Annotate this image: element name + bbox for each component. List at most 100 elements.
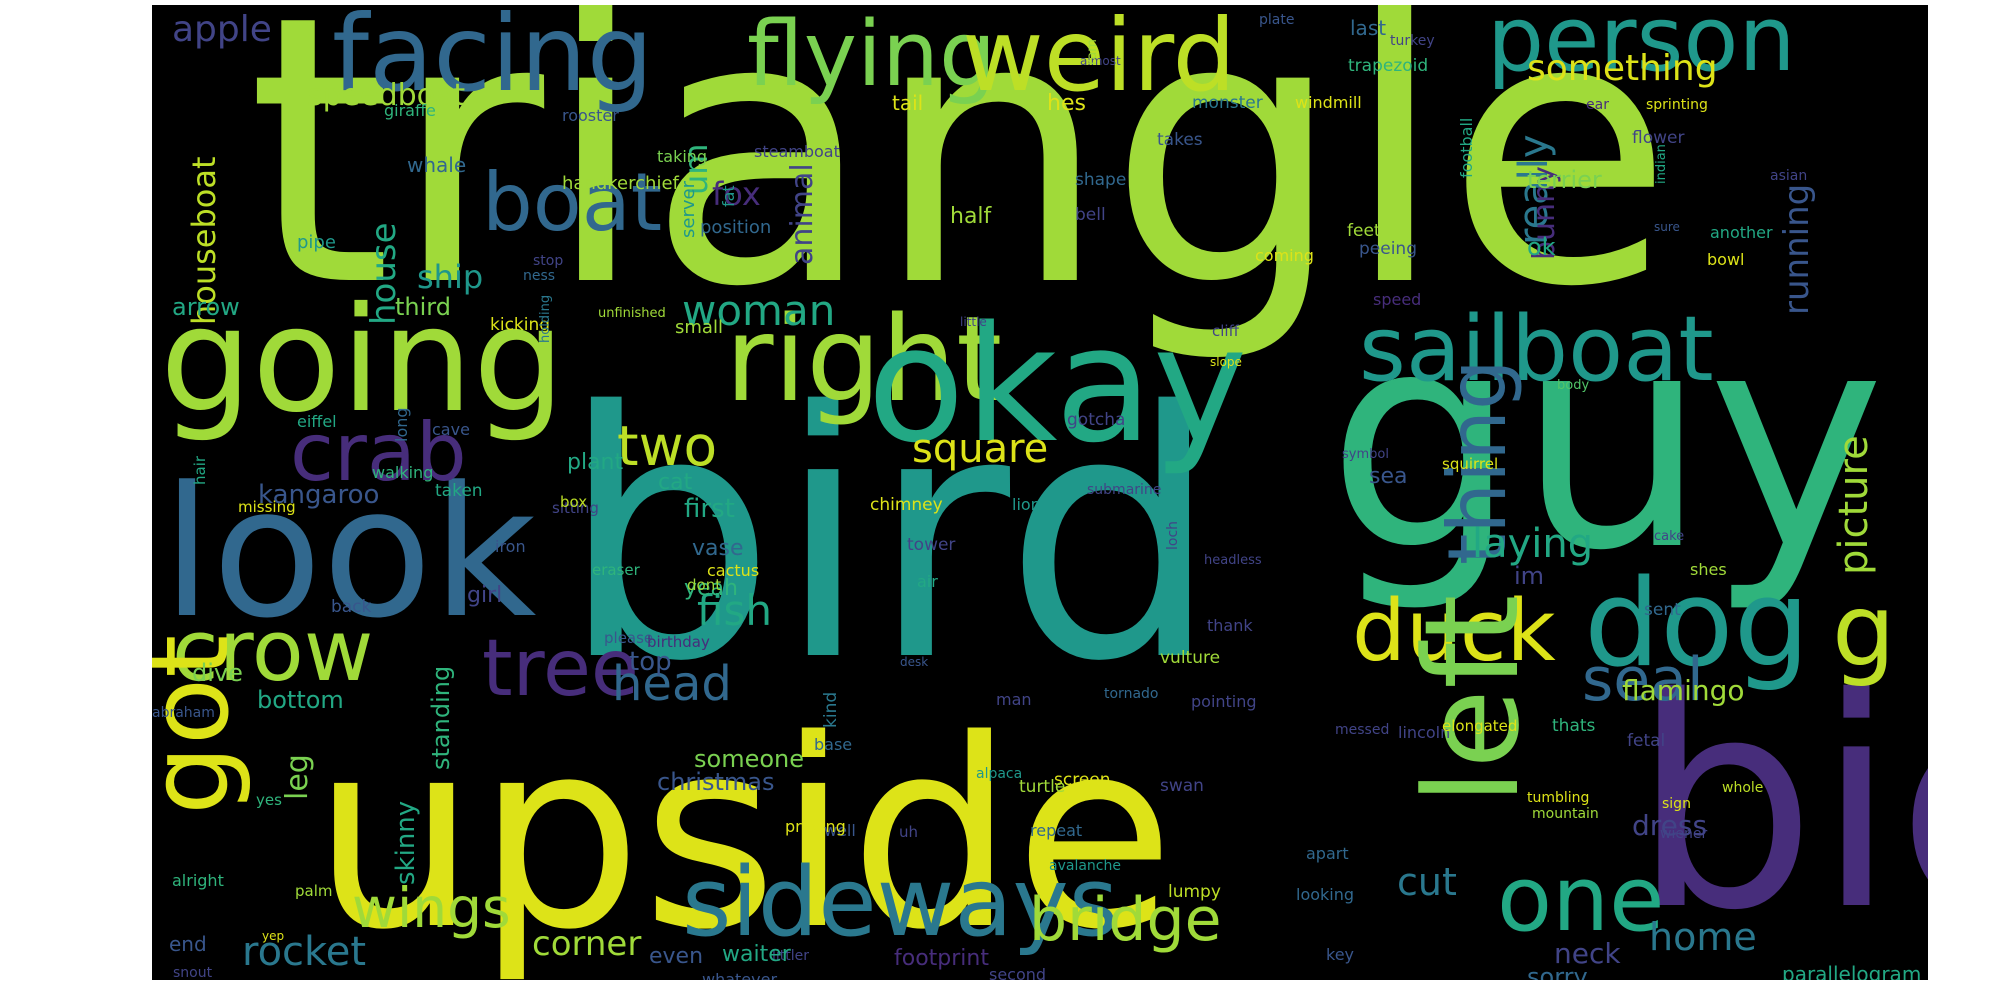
word-know: know — [1397, 979, 1439, 980]
word-trapezoid: trapezoid — [1348, 56, 1428, 76]
word-sideways: sideways — [682, 848, 1118, 958]
word-second: second — [989, 965, 1046, 980]
word-hair: hair — [191, 455, 209, 485]
word-back: back — [331, 597, 372, 617]
word-sorry: sorry — [1527, 963, 1588, 980]
word-football: football — [1457, 118, 1476, 178]
word-missing: missing — [238, 498, 296, 516]
word-stop: stop — [533, 253, 563, 269]
word-praying: praying — [785, 817, 846, 836]
word-really: really — [1511, 134, 1557, 245]
word-giraffe: giraffe — [384, 101, 436, 120]
word-lumpy: lumpy — [1168, 882, 1221, 902]
word-birthday: birthday — [647, 633, 710, 651]
word-feet: feet — [1347, 221, 1381, 241]
word-seal: seal — [1582, 645, 1704, 715]
word-even: even — [649, 944, 703, 969]
word-steamboat: steamboat — [754, 142, 840, 161]
word-duck: duck — [1352, 582, 1556, 681]
word-woman: woman — [682, 286, 835, 335]
word-person: person — [1487, 5, 1796, 92]
word-sailboat: sailboat — [1359, 297, 1714, 402]
word-well: well — [824, 821, 856, 840]
word-looking: looking — [1296, 885, 1354, 904]
word-something: something — [1527, 48, 1718, 89]
word-speedboat: speedboat — [307, 78, 465, 113]
word-bottom: bottom — [257, 686, 344, 714]
word-leg: leg — [280, 754, 315, 800]
word-walking: walking — [372, 463, 433, 482]
word-wings: wings — [352, 876, 511, 940]
word-christmas: christmas — [657, 768, 774, 796]
word-girl: girl — [467, 583, 502, 608]
word-someone: someone — [694, 745, 804, 773]
word-tail: tail — [892, 91, 923, 115]
word-standing: standing — [427, 666, 455, 770]
word-turkey: turkey — [1390, 33, 1435, 49]
word-lincoln: lincoln — [1398, 723, 1450, 742]
word-ship: ship — [417, 258, 483, 296]
word-house: house — [364, 222, 404, 325]
word-sign: sign — [1662, 796, 1691, 812]
word-bunny: bunny — [1527, 166, 1562, 260]
word-gotcha: gotcha — [1067, 410, 1125, 430]
word-tumbling: tumbling — [1527, 790, 1589, 806]
word-littler: littler — [772, 948, 809, 964]
word-key: key — [1326, 945, 1354, 964]
word-terrier: terrier — [1527, 166, 1602, 194]
word-indian: indian — [1654, 144, 1669, 184]
word-snout: snout — [173, 965, 213, 980]
word-vase: vase — [692, 536, 744, 561]
word-triangle: triangle — [247, 5, 1674, 368]
word-repeat: repeat — [1030, 821, 1082, 840]
word-server: server — [678, 180, 699, 238]
word-dont: dont — [687, 576, 721, 594]
word-taken: taken — [435, 481, 483, 501]
word-upside: upside — [312, 685, 1175, 980]
word-two: two — [617, 414, 717, 478]
word-chimney: chimney — [870, 495, 943, 515]
word-fish: fish — [697, 586, 772, 635]
word-tower: tower — [907, 535, 955, 555]
word-crow: crow — [172, 602, 373, 701]
word-sea: sea — [1369, 464, 1407, 489]
word-little: little — [960, 315, 987, 329]
word-bridge: bridge — [1029, 885, 1222, 955]
word-small: small — [675, 317, 723, 338]
word-messed: messed — [1335, 722, 1389, 738]
word-fetal: fetal — [1627, 731, 1665, 751]
word-sure: sure — [1654, 220, 1680, 234]
word-animal: animal — [785, 163, 820, 265]
word-mountain: mountain — [1532, 806, 1599, 822]
word-top: top — [629, 647, 672, 677]
word-symbol: symbol — [1342, 447, 1389, 462]
word-yes: yes — [256, 791, 282, 809]
word-end: end — [169, 932, 207, 956]
word-thats: thats — [1552, 716, 1596, 736]
word-man: man — [996, 690, 1032, 709]
word-waiter: waiter — [722, 942, 792, 967]
word-look: look — [162, 449, 537, 658]
word-takes: takes — [1157, 130, 1203, 150]
word-alright: alright — [172, 871, 224, 890]
word-footprint: footprint — [894, 946, 989, 971]
word-um: um — [677, 144, 715, 195]
word-picture: picture — [1831, 435, 1877, 575]
word-flying: flying — [747, 5, 996, 107]
word-rocket: rocket — [242, 929, 366, 975]
word-shape: shape — [1075, 170, 1126, 190]
word-crab: crab — [290, 406, 467, 499]
word-swan: swan — [1160, 776, 1204, 796]
word-windmill: windmill — [1295, 93, 1362, 112]
word-coming: coming — [1255, 246, 1314, 265]
word-fat: fat — [719, 185, 738, 207]
word-thank: thank — [1207, 616, 1253, 635]
word-weird: weird — [962, 5, 1236, 114]
word-peeing: peeing — [1359, 239, 1417, 259]
word-g: g — [1832, 572, 1895, 689]
word-apple: apple — [172, 9, 272, 50]
word-ok: ok — [1527, 233, 1556, 261]
word-last: last — [1350, 16, 1386, 40]
word-sprinting: sprinting — [1646, 97, 1708, 113]
word-unfinished: unfinished — [598, 306, 666, 321]
